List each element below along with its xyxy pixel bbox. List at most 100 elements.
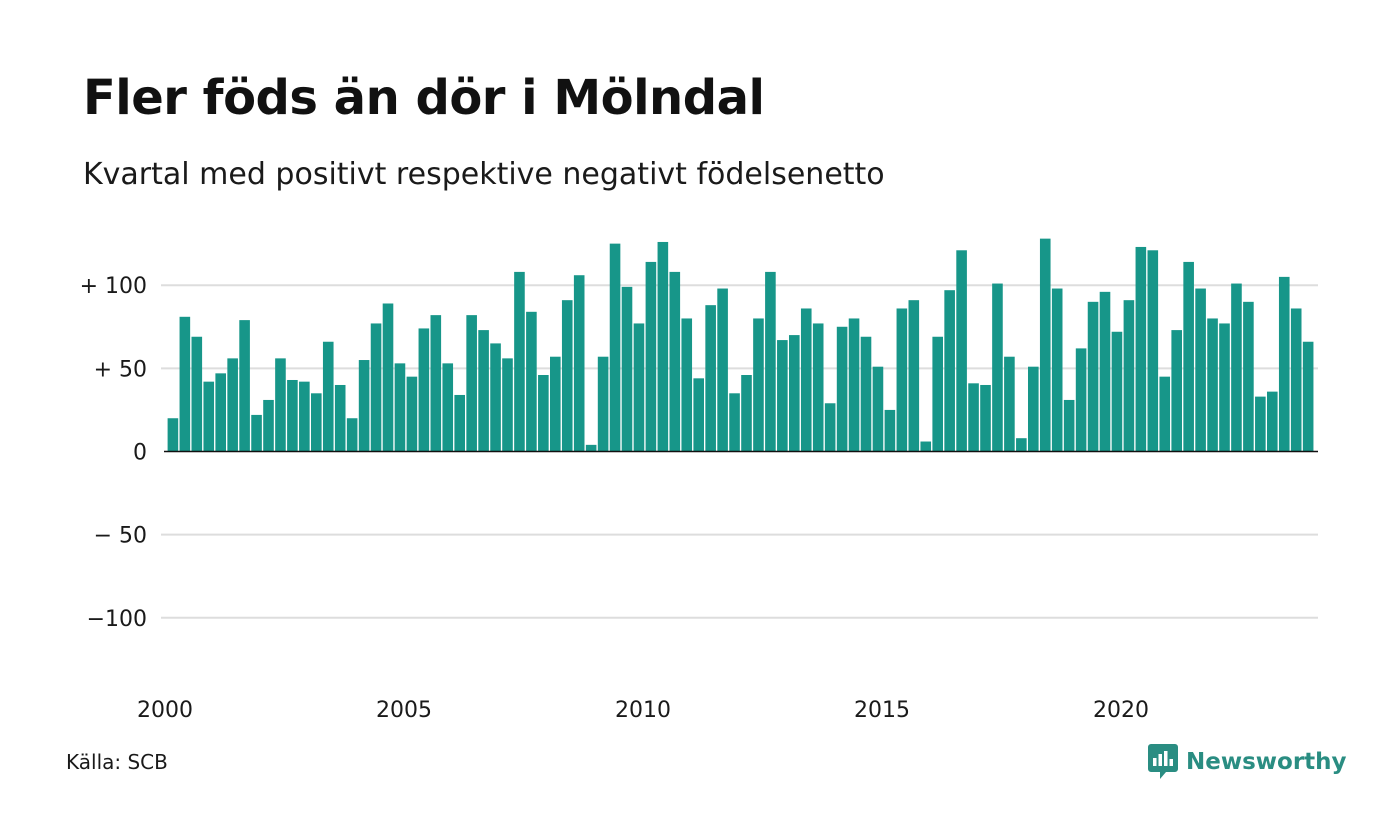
bar bbox=[1207, 318, 1218, 452]
bar bbox=[645, 261, 657, 452]
x-tick-label: 2020 bbox=[1093, 698, 1149, 723]
y-tick-label: + 100 bbox=[80, 274, 147, 299]
bar bbox=[370, 323, 382, 452]
y-tick-label: 0 bbox=[133, 441, 147, 466]
y-tick-label: − 50 bbox=[94, 524, 147, 549]
bar bbox=[1111, 331, 1123, 452]
x-tick-label: 2010 bbox=[615, 698, 671, 723]
bar bbox=[346, 418, 358, 452]
bar bbox=[287, 379, 298, 452]
bar bbox=[1123, 300, 1135, 452]
bar bbox=[418, 328, 430, 452]
bar bbox=[693, 378, 704, 452]
bar bbox=[1290, 308, 1302, 452]
bar bbox=[753, 318, 764, 452]
bar bbox=[299, 381, 310, 452]
bar bbox=[681, 318, 693, 452]
bar bbox=[669, 271, 681, 452]
bar bbox=[227, 358, 238, 452]
bar bbox=[466, 315, 477, 452]
source-note: Källa: SCB bbox=[66, 750, 168, 774]
bar bbox=[848, 318, 860, 452]
bar bbox=[358, 360, 370, 452]
bar bbox=[263, 399, 274, 452]
bar bbox=[406, 376, 418, 452]
y-axis-ticks: + 100 + 50 0 − 50 −100 bbox=[80, 274, 147, 632]
x-tick-label: 2015 bbox=[854, 698, 910, 723]
bar bbox=[908, 300, 920, 452]
bar bbox=[1278, 276, 1290, 452]
bar bbox=[896, 308, 908, 452]
bar bbox=[1195, 288, 1206, 452]
bar bbox=[717, 288, 728, 452]
bar bbox=[478, 330, 489, 452]
x-tick-label: 2000 bbox=[137, 698, 193, 723]
bar bbox=[573, 275, 585, 452]
newsworthy-logo-icon bbox=[1148, 744, 1178, 779]
bar bbox=[442, 363, 454, 452]
brand-name: Newsworthy bbox=[1186, 749, 1347, 775]
chart-subtitle: Kvartal med positivt respektive negativt… bbox=[83, 157, 885, 192]
bar bbox=[394, 363, 406, 452]
bar bbox=[860, 336, 872, 452]
bar bbox=[1171, 330, 1182, 452]
bar bbox=[824, 403, 836, 452]
bar bbox=[430, 315, 442, 452]
bar bbox=[550, 356, 561, 452]
bar bbox=[514, 271, 525, 452]
bar bbox=[741, 375, 752, 452]
bar bbox=[836, 326, 848, 452]
bar bbox=[789, 335, 800, 452]
bar bbox=[944, 290, 955, 452]
bar bbox=[1231, 283, 1242, 452]
bar bbox=[334, 384, 346, 452]
bar bbox=[729, 393, 740, 452]
bar bbox=[167, 418, 179, 452]
bar bbox=[633, 323, 645, 452]
bar bbox=[275, 358, 286, 452]
bar bbox=[705, 305, 716, 452]
bar bbox=[1028, 366, 1039, 452]
bar bbox=[777, 340, 788, 452]
bar bbox=[1267, 391, 1278, 452]
bars bbox=[167, 238, 1314, 452]
bar bbox=[1159, 376, 1171, 452]
bar bbox=[1255, 396, 1266, 452]
bar bbox=[1039, 238, 1051, 452]
bar bbox=[980, 384, 991, 452]
bar bbox=[490, 343, 501, 452]
bar bbox=[203, 381, 215, 452]
bar bbox=[215, 373, 226, 452]
bar bbox=[1087, 301, 1099, 452]
bar bbox=[1147, 250, 1159, 452]
bar bbox=[526, 311, 537, 452]
brand-logo: Newsworthy bbox=[1148, 744, 1347, 780]
bar bbox=[992, 283, 1003, 452]
y-tick-label: −100 bbox=[87, 607, 147, 632]
bar bbox=[239, 320, 250, 452]
bar bbox=[561, 300, 573, 452]
bar bbox=[884, 409, 896, 452]
x-axis-ticks: 2000 2005 2010 2015 2020 bbox=[137, 698, 1149, 723]
bar bbox=[920, 441, 932, 452]
bar bbox=[322, 341, 334, 452]
bar bbox=[1063, 399, 1075, 452]
bar bbox=[454, 394, 465, 452]
bar bbox=[657, 241, 669, 452]
bar bbox=[1135, 246, 1147, 452]
chart-title: Fler föds än dör i Mölndal bbox=[83, 70, 765, 126]
bar bbox=[597, 356, 609, 452]
x-tick-label: 2005 bbox=[376, 698, 432, 723]
bar bbox=[1016, 438, 1027, 452]
y-tick-label: + 50 bbox=[94, 357, 147, 382]
bar bbox=[585, 444, 597, 452]
bar bbox=[765, 271, 776, 452]
bar bbox=[812, 323, 824, 452]
bar bbox=[191, 336, 203, 452]
bar bbox=[502, 358, 513, 452]
bar bbox=[1183, 261, 1194, 452]
bar bbox=[1219, 323, 1230, 452]
bar bbox=[382, 303, 394, 452]
bar bbox=[872, 366, 884, 452]
